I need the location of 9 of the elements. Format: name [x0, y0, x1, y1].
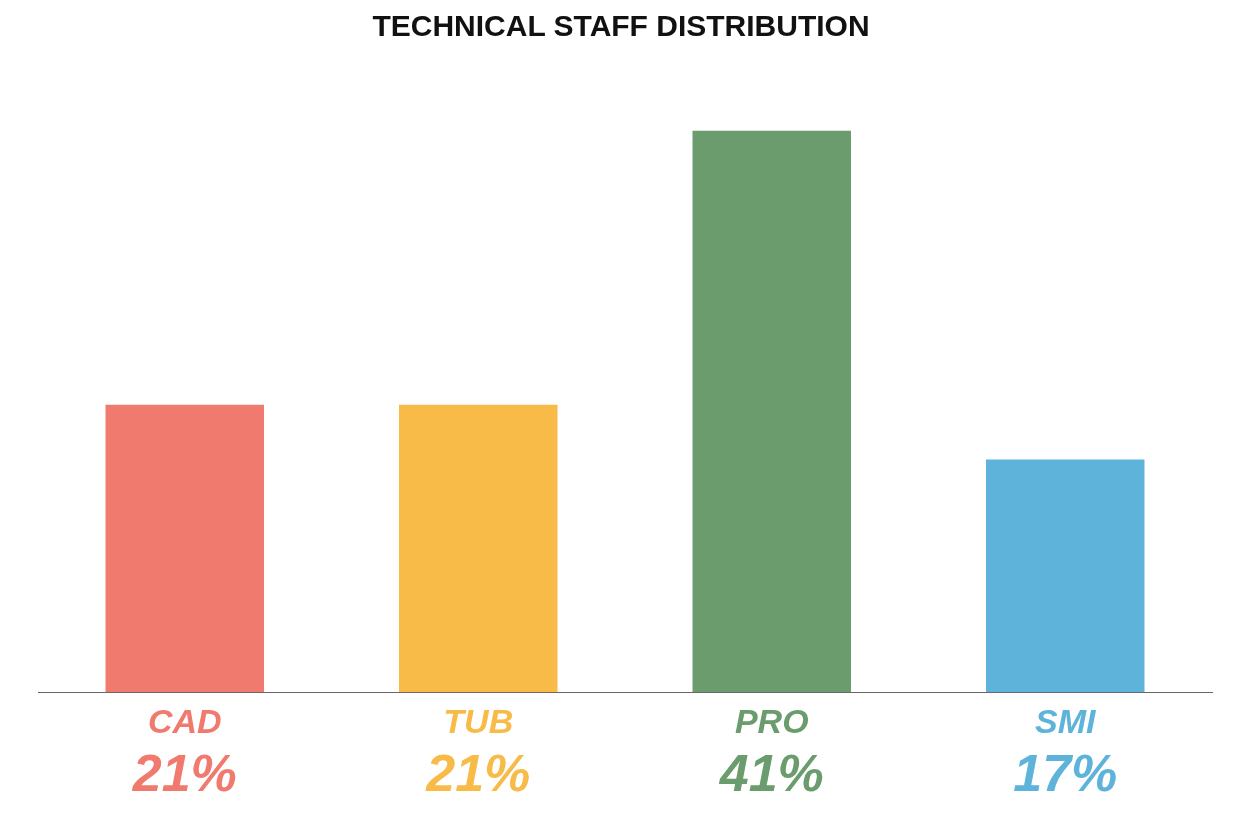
data-label: 21% [131, 744, 237, 803]
x-tick-label: SMI [1035, 701, 1098, 740]
x-tick-label: CAD [147, 701, 222, 740]
chart-title: TECHNICAL STAFF DISTRIBUTION [372, 9, 870, 43]
data-label: 21% [425, 744, 531, 803]
data-label: 17% [1013, 744, 1118, 803]
x-tick-label: TUB [443, 701, 514, 740]
x-tick-label: PRO [734, 701, 809, 740]
data-label: 41% [718, 744, 824, 803]
